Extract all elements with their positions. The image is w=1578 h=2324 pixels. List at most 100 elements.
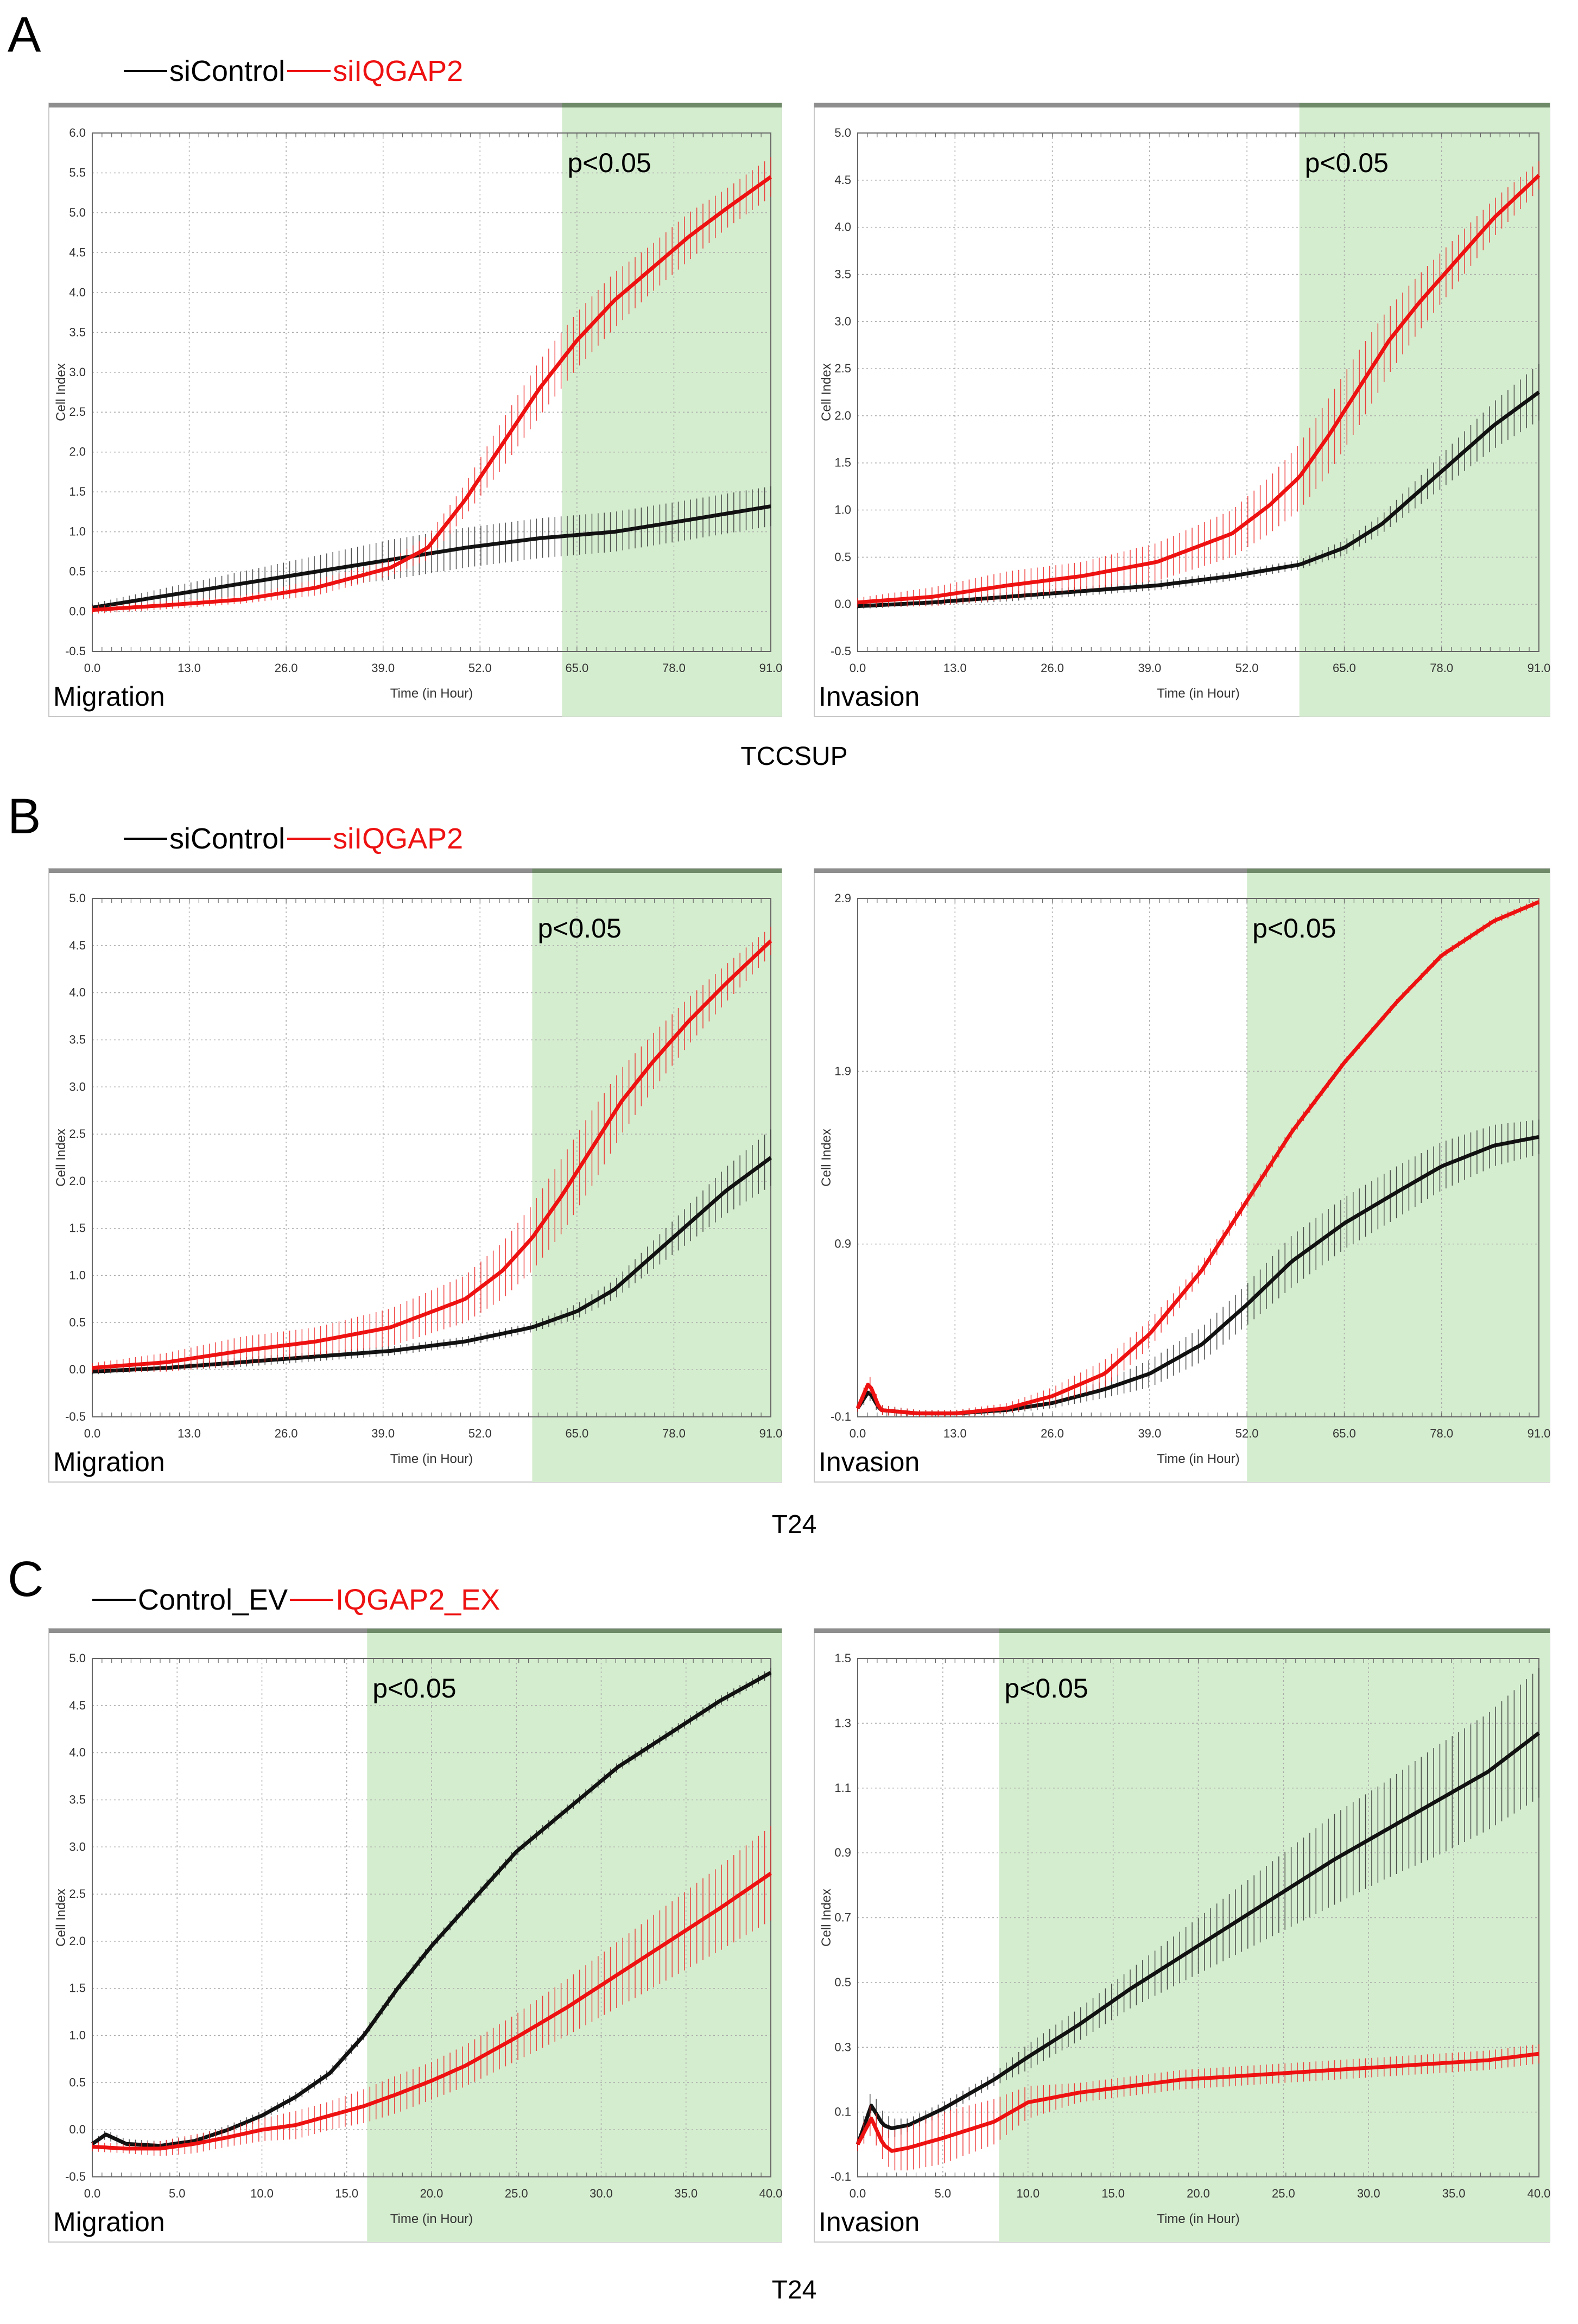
treatment-line bbox=[855, 2051, 1539, 2153]
chart-b-migration: 0.0 13.0 26.0 39.0 52.0 65.0 78.0 91.0 -0.5 0.0 0.… bbox=[48, 868, 782, 1483]
x-tick-label: 40.0 bbox=[1528, 2187, 1551, 2200]
y-tick-label: 1.3 bbox=[834, 1716, 851, 1730]
x-tick-label: 65.0 bbox=[565, 661, 588, 675]
p-value-annotation: p<0.05 bbox=[567, 148, 651, 178]
x-tick-label: 0.0 bbox=[850, 1427, 866, 1440]
treatment-line bbox=[92, 175, 772, 612]
x-tick-label: 0.0 bbox=[84, 2187, 101, 2200]
x-tick-label: 13.0 bbox=[178, 1427, 201, 1440]
x-tick-label: 91.0 bbox=[759, 661, 783, 675]
y-tick-label: 0.0 bbox=[69, 1363, 86, 1376]
significance-region bbox=[367, 1633, 782, 2242]
y-tick-label: 5.0 bbox=[834, 126, 851, 140]
y-tick-label: 4.0 bbox=[69, 986, 86, 999]
x-tick-label: 26.0 bbox=[1041, 661, 1064, 675]
p-value-annotation: p<0.05 bbox=[372, 1673, 457, 1704]
x-tick-label: 20.0 bbox=[420, 2187, 443, 2200]
p-value-annotation: p<0.05 bbox=[537, 913, 622, 943]
chart-a-invasion: 0.0 13.0 26.0 39.0 52.0 65.0 78.0 91.0 -0.5 0.0 0.… bbox=[814, 103, 1550, 717]
x-tick-label: 39.0 bbox=[371, 1427, 395, 1440]
x-tick-label: 35.0 bbox=[674, 2187, 698, 2200]
y-tick-label: 4.5 bbox=[69, 245, 86, 259]
y-tick-label: 4.5 bbox=[69, 939, 86, 952]
legend-control-label: Control_EV bbox=[138, 1584, 288, 1616]
chart-top-bar bbox=[814, 869, 1550, 873]
y-tick-label: 3.5 bbox=[834, 267, 851, 281]
chart-c-migration: 0.0 5.0 10.0 15.0 20.0 25.0 30.0 35.0 40.0 -0.5 0.… bbox=[48, 1628, 782, 2243]
treatment-line bbox=[857, 174, 1541, 605]
x-tick-label: 13.0 bbox=[943, 1427, 967, 1440]
chart-svg: 0.0 5.0 10.0 15.0 20.0 25.0 30.0 35.0 40.0 -0.1 0.… bbox=[814, 1628, 1551, 2243]
x-tick-label: 15.0 bbox=[335, 2187, 358, 2200]
legend-treatment-label: siIQGAP2 bbox=[333, 55, 464, 87]
y-tick-label: 0.9 bbox=[834, 1237, 851, 1251]
chart-top-bar bbox=[49, 103, 782, 107]
significance-top-bar bbox=[562, 103, 782, 107]
y-tick-label: 3.0 bbox=[69, 365, 86, 379]
assay-label: Migration bbox=[53, 1447, 165, 1477]
chart-svg: 0.0 13.0 26.0 39.0 52.0 65.0 78.0 91.0 -0.5 0.0 0.… bbox=[48, 103, 783, 717]
chart-c-invasion: 0.0 5.0 10.0 15.0 20.0 25.0 30.0 35.0 40.0 -0.1 0.… bbox=[814, 1628, 1551, 2243]
y-tick-label: 0.7 bbox=[834, 1911, 851, 1924]
x-tick-label: 39.0 bbox=[371, 661, 395, 675]
x-tick-label: 26.0 bbox=[275, 661, 298, 675]
legend-a: siControl siIQGAP2 bbox=[124, 56, 465, 86]
treatment-series bbox=[857, 161, 1541, 607]
cell-line-label-b: T24 bbox=[771, 1510, 817, 1539]
y-tick-label: -0.5 bbox=[65, 644, 86, 658]
x-tick-label: 52.0 bbox=[1235, 661, 1259, 675]
x-tick-label: 10.0 bbox=[1016, 2187, 1040, 2200]
y-tick-label: 0.5 bbox=[69, 1315, 86, 1329]
significance-top-bar bbox=[1247, 869, 1550, 873]
control-line bbox=[91, 1670, 772, 2148]
x-tick-label: 52.0 bbox=[468, 1427, 492, 1440]
y-axis-label: Cell Index bbox=[819, 1129, 834, 1187]
x-axis-label: Time (in Hour) bbox=[1157, 1452, 1239, 1466]
x-tick-label: 5.0 bbox=[935, 2187, 952, 2200]
panel-letter-b: B bbox=[8, 789, 41, 844]
control-line bbox=[92, 1156, 772, 1374]
treatment-series bbox=[92, 927, 772, 1373]
y-tick-label: 0.5 bbox=[834, 550, 851, 563]
y-tick-label: 3.0 bbox=[69, 1840, 86, 1853]
y-tick-label: 0.5 bbox=[69, 565, 86, 578]
y-tick-label: 3.0 bbox=[69, 1080, 86, 1093]
y-tick-label: 1.0 bbox=[834, 503, 851, 517]
y-tick-label: 1.5 bbox=[69, 1981, 86, 1995]
x-axis-label: Time (in Hour) bbox=[390, 686, 473, 701]
chart-a-migration: 0.0 13.0 26.0 39.0 52.0 65.0 78.0 91.0 -0.5 0.0 0.… bbox=[48, 103, 783, 717]
x-axis-label: Time (in Hour) bbox=[390, 2212, 473, 2226]
y-tick-label: 5.5 bbox=[69, 166, 86, 179]
chart-svg: 0.0 13.0 26.0 39.0 52.0 65.0 78.0 91.0 -0.5 0.0 0.… bbox=[48, 868, 782, 1483]
y-tick-label: 4.0 bbox=[834, 220, 851, 234]
y-tick-label: 2.0 bbox=[69, 445, 86, 459]
x-tick-label: 30.0 bbox=[590, 2187, 613, 2200]
x-tick-label: 25.0 bbox=[1272, 2187, 1295, 2200]
x-axis-label: Time (in Hour) bbox=[1157, 2212, 1239, 2226]
x-tick-label: 39.0 bbox=[1138, 1427, 1161, 1440]
x-tick-label: 13.0 bbox=[943, 661, 967, 675]
y-tick-label: 3.5 bbox=[69, 325, 86, 339]
y-axis-label: Cell Index bbox=[54, 1889, 68, 1947]
treatment-line bbox=[92, 1872, 772, 2151]
chart-svg: 0.0 13.0 26.0 39.0 52.0 65.0 78.0 91.0 -0.1 0.9 1.… bbox=[814, 868, 1550, 1483]
y-tick-label: 2.5 bbox=[69, 405, 86, 419]
x-tick-label: 78.0 bbox=[1430, 1427, 1453, 1440]
y-axis-label: Cell Index bbox=[819, 1889, 834, 1947]
y-axis-label: Cell Index bbox=[819, 363, 834, 421]
significance-region bbox=[1247, 873, 1550, 1482]
y-tick-label: -0.1 bbox=[831, 2170, 851, 2183]
panel-letter-c: C bbox=[8, 1552, 44, 1607]
treatment-series bbox=[92, 157, 772, 614]
y-tick-label: 4.0 bbox=[69, 286, 86, 299]
y-tick-label: 4.5 bbox=[69, 1699, 86, 1712]
y-tick-label: 0.0 bbox=[69, 2123, 86, 2136]
legend-treatment-label: siIQGAP2 bbox=[333, 822, 464, 855]
treatment-series bbox=[855, 2044, 1539, 2171]
legend-treatment-line bbox=[287, 70, 331, 72]
x-tick-label: 15.0 bbox=[1101, 2187, 1125, 2200]
y-tick-label: 4.5 bbox=[834, 173, 851, 187]
x-tick-label: 10.0 bbox=[250, 2187, 274, 2200]
p-value-annotation: p<0.05 bbox=[1004, 1673, 1088, 1704]
control-line bbox=[857, 390, 1541, 609]
